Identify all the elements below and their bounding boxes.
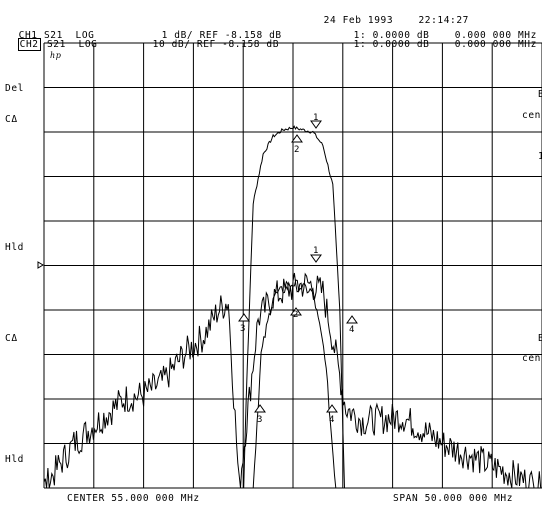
- ch1-param: S21: [43, 30, 63, 41]
- ch1-label[interactable]: CH1: [18, 30, 38, 41]
- ch2-marker-1-label: 1: [313, 246, 318, 256]
- annot-right-b-bottom: B: [538, 333, 542, 344]
- annot-hld-bottom: Hld: [5, 454, 24, 465]
- ch2-marker-1-icon: [310, 254, 322, 263]
- ch1-scale-ref: 1 dB/ REF -8.158 dB: [149, 21, 282, 41]
- ch2-ref: REF -8.158 dB: [196, 39, 280, 50]
- ch2-marker-4-icon: [346, 315, 358, 324]
- ch2-line: CH2 S21 LOG: [5, 30, 98, 51]
- ch2-marker-3-icon: [238, 313, 250, 322]
- reference-level-pointer-icon: [37, 261, 44, 269]
- annot-ca-top: CΔ: [5, 114, 18, 125]
- ch2-marker-3-label: 3: [240, 324, 245, 334]
- header-time: 22:14:27: [418, 15, 469, 26]
- ch1-marker-value: 1: 0.0000 dB: [353, 30, 430, 41]
- footer-span: SPAN 50.000 000 MHz: [393, 493, 514, 504]
- annot-right-cen-top: cen: [522, 110, 541, 121]
- footer-center-freq: CENTER 55.000 000 MHz: [67, 493, 200, 504]
- plot-grid: [43, 42, 542, 489]
- annot-right-one: 1: [538, 151, 542, 162]
- ch2-marker-2-icon: [290, 307, 302, 316]
- ch1-ref: REF -8.158 dB: [199, 30, 282, 41]
- ch2-marker-2-label: 2: [293, 310, 298, 320]
- ch2b-marker-3-icon: [254, 404, 266, 413]
- ch2-scale: 10 dB/: [152, 39, 191, 50]
- ch2-marker-readout: 1: 0.0000 dB 0.000 000 MHz: [341, 30, 537, 50]
- ch2-scale-ref: 10 dB/ REF -8.158 dB: [140, 30, 279, 50]
- ch2-trace-wide: [43, 272, 542, 489]
- annot-right-cen-bottom: cen: [522, 353, 541, 364]
- ch2b-marker-4-icon: [326, 404, 338, 413]
- annot-del: Del: [5, 83, 24, 94]
- marker-layer: 1 2 1 2 3 4 3 4: [238, 113, 358, 425]
- ch1-trace: [241, 125, 347, 489]
- annot-ca-bottom: CΔ: [5, 333, 18, 344]
- annot-right-b-top: B: [538, 89, 542, 100]
- ch2-format: LOG: [78, 39, 98, 50]
- ch2-marker-value: 1: 0.0000 dB: [353, 39, 430, 50]
- ch2-param: S21: [46, 39, 66, 50]
- ch2-trace-bottom: [246, 279, 343, 489]
- ch2-marker-freq: 0.000 000 MHz: [454, 39, 537, 50]
- hp-logo-icon: hp: [50, 51, 62, 60]
- ch1-marker-2-label: 2: [294, 145, 299, 155]
- ch1-marker-1-label: 1: [313, 113, 318, 123]
- annot-hld-top: Hld: [5, 242, 24, 253]
- ch1-format: LOG: [75, 30, 95, 41]
- ch1-marker-1-icon: [310, 120, 322, 129]
- ch1-line: CH1 S21 LOG: [6, 21, 95, 41]
- ch2-label[interactable]: CH2: [17, 38, 41, 51]
- ch1-marker-freq: 0.000 000 MHz: [454, 30, 537, 41]
- ch2b-marker-3-label: 3: [257, 415, 262, 425]
- ch2b-marker-4-label: 4: [329, 415, 334, 425]
- ch1-marker-2-icon: [291, 134, 303, 143]
- header-date-time: 24 Feb 1993 22:14:27: [311, 6, 469, 26]
- ch1-marker-readout: 1: 0.0000 dB 0.000 000 MHz: [341, 21, 537, 41]
- ch1-scale: 1 dB/: [161, 30, 194, 41]
- ch2-marker-4-label: 4: [349, 325, 354, 335]
- header-date: 24 Feb 1993: [323, 15, 394, 26]
